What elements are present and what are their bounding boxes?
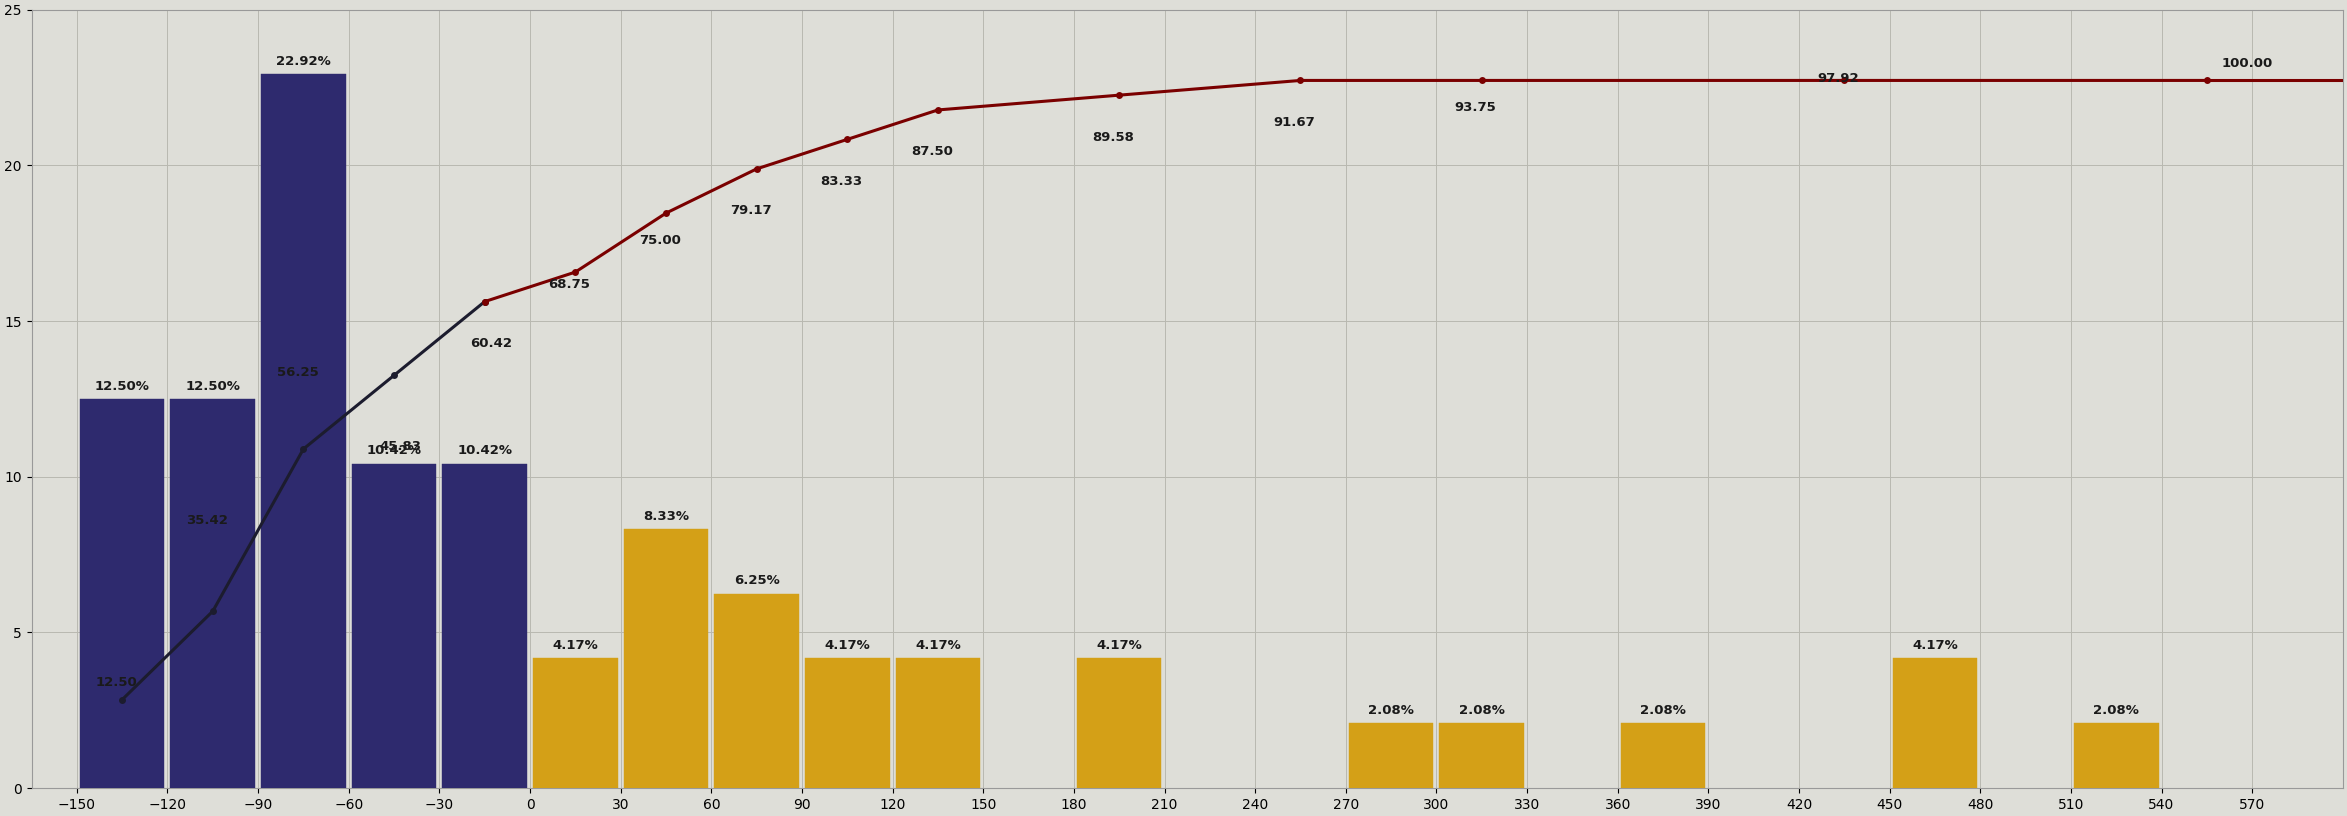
Bar <box>805 659 890 788</box>
Text: 2.08%: 2.08% <box>1368 704 1413 717</box>
Text: 2.08%: 2.08% <box>2094 704 2138 717</box>
Bar <box>1622 723 1706 788</box>
Bar <box>897 659 981 788</box>
Text: 4.17%: 4.17% <box>1913 639 1957 652</box>
Text: 87.50: 87.50 <box>911 145 953 158</box>
Text: 56.25: 56.25 <box>277 366 319 379</box>
Text: 45.83: 45.83 <box>380 440 420 453</box>
Bar <box>2075 723 2159 788</box>
Text: 12.50: 12.50 <box>96 676 136 689</box>
Text: 89.58: 89.58 <box>1091 131 1134 144</box>
Text: 12.50%: 12.50% <box>94 379 150 392</box>
Text: 68.75: 68.75 <box>549 278 589 291</box>
Text: 10.42%: 10.42% <box>458 445 512 458</box>
Text: 12.50%: 12.50% <box>185 379 239 392</box>
Text: 22.92%: 22.92% <box>277 55 331 69</box>
Bar <box>713 593 798 788</box>
Text: 83.33: 83.33 <box>819 175 861 188</box>
Bar <box>1350 723 1434 788</box>
Bar <box>80 399 164 788</box>
Text: 6.25%: 6.25% <box>735 574 779 588</box>
Text: 4.17%: 4.17% <box>552 639 598 652</box>
Bar <box>171 399 256 788</box>
Text: 10.42%: 10.42% <box>366 445 422 458</box>
Bar <box>533 659 617 788</box>
Text: 2.08%: 2.08% <box>1641 704 1685 717</box>
Bar <box>1439 723 1523 788</box>
Text: 8.33%: 8.33% <box>643 509 690 522</box>
Text: 93.75: 93.75 <box>1455 101 1497 114</box>
Text: 60.42: 60.42 <box>469 337 512 350</box>
Text: 75.00: 75.00 <box>638 233 681 246</box>
Bar <box>261 74 345 788</box>
Bar <box>624 529 709 788</box>
Text: 4.17%: 4.17% <box>915 639 960 652</box>
Bar <box>444 463 528 788</box>
Bar <box>352 463 437 788</box>
Bar <box>1892 659 1976 788</box>
Text: 79.17: 79.17 <box>730 204 772 217</box>
Text: 35.42: 35.42 <box>185 514 228 527</box>
Text: 2.08%: 2.08% <box>1460 704 1504 717</box>
Text: 100.00: 100.00 <box>2223 57 2274 70</box>
Text: 97.92: 97.92 <box>1817 72 1859 85</box>
Text: 91.67: 91.67 <box>1274 116 1314 129</box>
Text: 4.17%: 4.17% <box>1096 639 1143 652</box>
Text: 4.17%: 4.17% <box>824 639 871 652</box>
Bar <box>1077 659 1162 788</box>
